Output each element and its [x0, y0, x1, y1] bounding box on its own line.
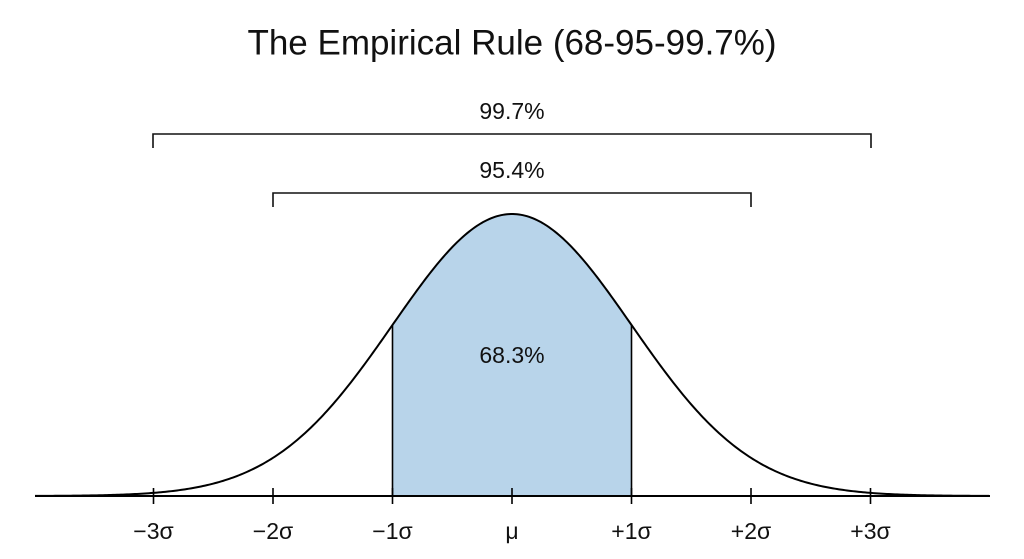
bracket-label: 99.7% [479, 98, 544, 124]
axis-label: −3σ [133, 518, 173, 544]
axis-label: −1σ [372, 518, 412, 544]
center-label: 68.3% [479, 342, 544, 368]
bracket [272, 192, 752, 207]
title: The Empirical Rule (68-95-99.7%) [247, 23, 776, 62]
axis-label: +2σ [731, 518, 771, 544]
bracket [152, 133, 872, 148]
axis-label: μ [505, 518, 518, 544]
axis-label: +1σ [611, 518, 651, 544]
axis-ticks: −3σ −2σ −1σ μ +1σ +2σ +3σ [133, 488, 891, 544]
axis-label: +3σ [850, 518, 890, 544]
normal-curve [35, 213, 989, 497]
shaded-area [392, 214, 632, 496]
axis-label: −2σ [253, 518, 293, 544]
bracket-label: 95.4% [479, 157, 544, 183]
